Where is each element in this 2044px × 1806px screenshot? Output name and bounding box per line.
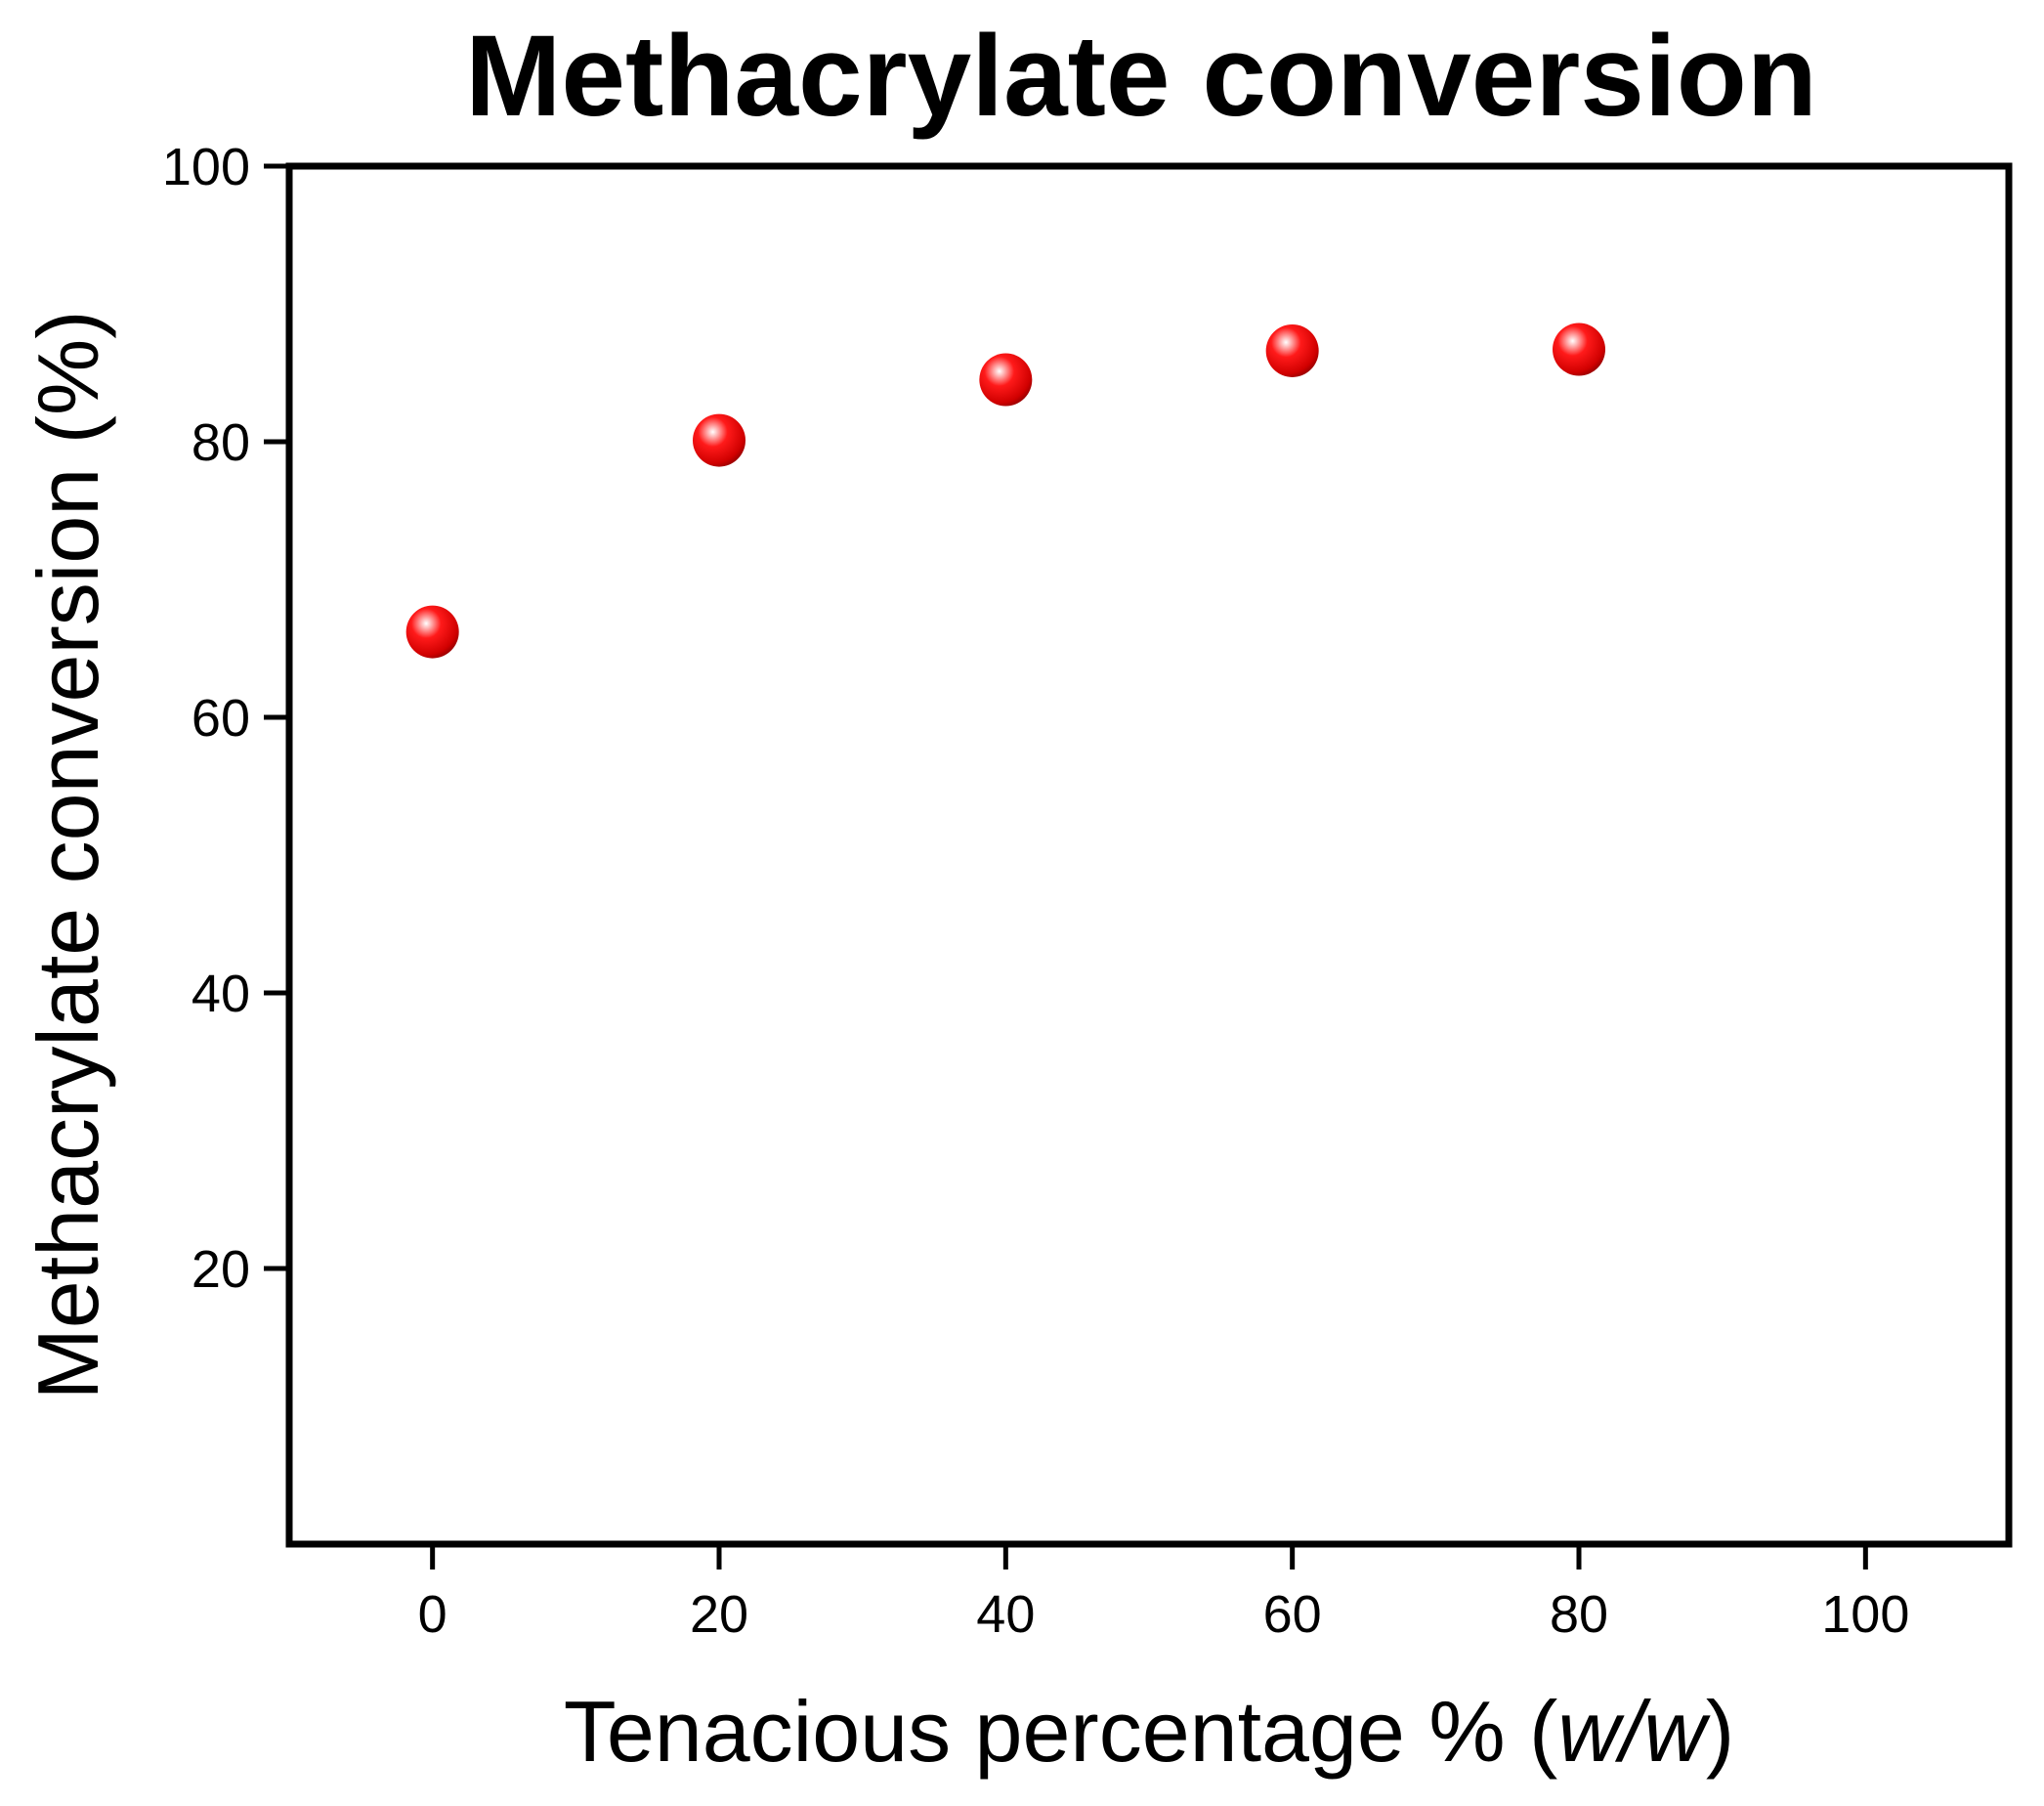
y-tick-label: 20 — [192, 1240, 250, 1299]
x-axis: 0 20 40 60 80 100 — [418, 1544, 1909, 1644]
y-axis-label: Methacrylate conversion (%) — [20, 310, 116, 1399]
y-axis: 20 40 60 80 100 — [162, 138, 289, 1299]
y-tick-label: 40 — [192, 965, 250, 1023]
y-tick-label: 100 — [162, 138, 250, 196]
chart-title: Methacrylate conversion — [465, 12, 1817, 141]
x-tick-label: 100 — [1821, 1585, 1909, 1644]
plot-frame — [285, 162, 2013, 1548]
y-tick-label: 80 — [192, 413, 250, 472]
data-point — [979, 353, 1033, 407]
x-tick-label: 40 — [976, 1585, 1035, 1644]
data-point — [405, 605, 459, 659]
data-series — [405, 322, 1605, 659]
x-tick-label: 0 — [418, 1585, 447, 1644]
x-axis-label-suffix: ) — [1706, 1683, 1734, 1780]
x-tick-label: 20 — [690, 1585, 748, 1644]
data-point — [693, 413, 745, 467]
x-axis-label: Tenacious percentage % (w/w) — [564, 1683, 1734, 1780]
x-axis-label-main: Tenacious percentage % ( — [564, 1683, 1558, 1780]
data-point — [1265, 323, 1319, 377]
x-tick-label: 60 — [1263, 1585, 1322, 1644]
data-point — [1553, 322, 1605, 376]
y-tick-label: 60 — [192, 689, 250, 748]
x-tick-label: 80 — [1550, 1585, 1608, 1644]
x-axis-label-italic: w/w — [1557, 1683, 1711, 1780]
